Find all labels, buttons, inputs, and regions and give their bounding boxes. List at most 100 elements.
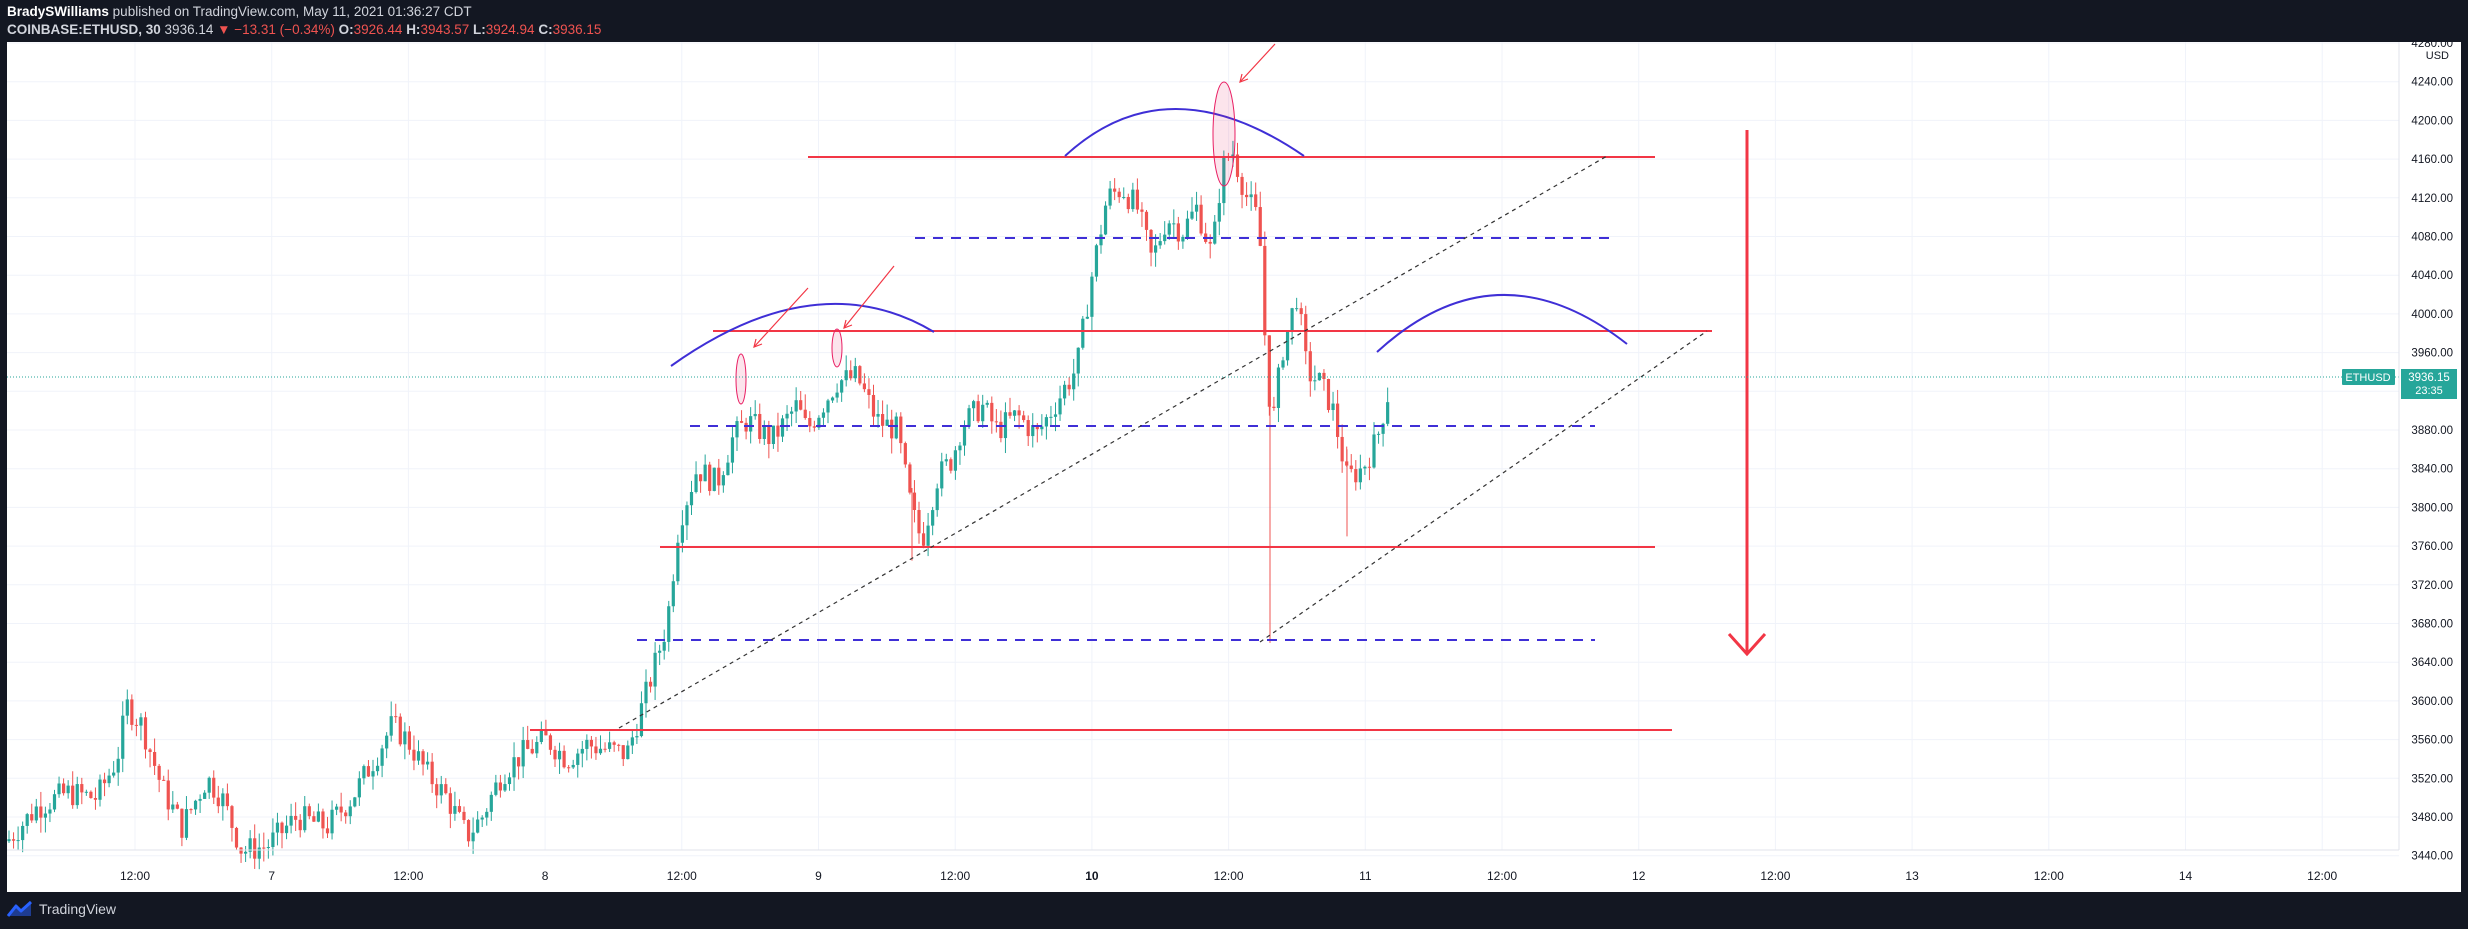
low-value: 3924.94 <box>485 22 535 37</box>
candle-body <box>949 459 953 471</box>
candle-body <box>921 533 926 546</box>
candle-body <box>16 840 20 842</box>
candle-body <box>808 417 812 427</box>
candle-body <box>348 806 352 817</box>
candle-body <box>962 426 967 446</box>
candle-body <box>926 525 930 546</box>
candle-body <box>1103 205 1108 235</box>
time-tick-label: 9 <box>815 869 822 883</box>
candle-body <box>967 408 971 427</box>
price-tick-label: 3800.00 <box>2411 502 2453 514</box>
candle-body <box>553 749 557 760</box>
candle-body <box>1363 466 1367 469</box>
price-tick-label: 3520.00 <box>2411 773 2453 785</box>
price-tick-label: 3600.00 <box>2411 696 2453 708</box>
arc-right[interactable] <box>1376 294 1628 353</box>
time-tick-label: 12 <box>1632 869 1646 883</box>
candle-body <box>844 370 848 381</box>
pointer-arrow-2[interactable] <box>843 265 895 329</box>
time-scale[interactable]: 12:00 7 12:00 8 12:00 9 12:00 10 12:00 11 12:00 12 1… <box>7 849 2399 883</box>
candle-body <box>48 809 52 814</box>
candle-body <box>1167 223 1171 235</box>
candle-body <box>721 475 725 486</box>
candle-body <box>512 757 516 778</box>
candle-body <box>253 838 257 859</box>
chart-area[interactable]: USD 4280.00 4240.00 4200.00 4160.00 4120.00 4… <box>7 38 2461 892</box>
channel-line-lower[interactable] <box>1259 330 1708 643</box>
candle-body <box>630 737 634 746</box>
time-tick-label: 12:00 <box>1214 869 1244 883</box>
candle-body <box>680 525 684 543</box>
candle-body <box>1317 372 1321 381</box>
candle-body <box>1154 245 1158 253</box>
big-down-arrow[interactable] <box>1727 130 1767 657</box>
arc-left[interactable] <box>670 302 935 367</box>
candle-body <box>999 421 1003 439</box>
candle-body <box>507 777 512 785</box>
candle-body <box>712 467 716 491</box>
author-name[interactable]: BradySWilliams <box>7 4 109 19</box>
candle-body <box>116 758 120 773</box>
candle-body <box>958 445 962 451</box>
time-tick-label: 12:00 <box>667 869 697 883</box>
countdown-label: 23:35 <box>2415 385 2443 397</box>
candle-body <box>221 793 225 807</box>
price-scale[interactable]: USD 4280.00 4240.00 4200.00 4160.00 4120.00 4… <box>2398 38 2461 863</box>
arc-top[interactable] <box>1064 108 1305 157</box>
price-tick-label: 3720.00 <box>2411 580 2453 592</box>
candle-body <box>762 425 766 439</box>
candle-body <box>739 421 744 423</box>
candle-body <box>858 366 862 384</box>
pointer-arrow-1[interactable] <box>753 287 809 348</box>
low-label: L: <box>473 22 486 37</box>
candle-body <box>1367 466 1372 468</box>
candlestick-series <box>7 140 1390 870</box>
candle-body <box>817 417 821 428</box>
candle-body <box>790 411 794 414</box>
candle-body <box>912 492 917 510</box>
candle-body <box>412 749 416 761</box>
candle-body <box>357 778 361 798</box>
candle-body <box>43 813 47 818</box>
candle-body <box>699 474 703 482</box>
channel-line-upper[interactable] <box>618 155 1608 729</box>
price-chart[interactable]: USD 4280.00 4240.00 4200.00 4160.00 4120.00 4… <box>7 38 2461 892</box>
candle-body <box>617 744 621 746</box>
candle-body <box>121 715 125 759</box>
candle-body <box>940 461 944 489</box>
price-tick-label: 3440.00 <box>2411 851 2453 863</box>
candle-body <box>1053 414 1058 417</box>
tradingview-logo[interactable]: TradingView <box>7 901 116 917</box>
candle-body <box>1067 384 1071 390</box>
candle-body <box>1267 335 1271 407</box>
candle-body <box>130 699 134 725</box>
candle-body <box>498 782 502 791</box>
candle-body <box>1085 316 1089 319</box>
candle-body <box>1322 372 1326 380</box>
open-label: O: <box>338 22 354 37</box>
candle-body <box>421 751 425 765</box>
candle-body <box>1122 196 1126 198</box>
candle-body <box>676 542 680 582</box>
candle-body <box>576 753 580 765</box>
candle-body <box>98 779 102 800</box>
price-tick-label: 4040.00 <box>2411 270 2453 282</box>
candle-body <box>366 766 371 777</box>
highlight-ellipse-1[interactable] <box>735 353 747 405</box>
candle-body <box>1263 245 1267 336</box>
candle-body <box>148 749 152 752</box>
price-tick-label: 4120.00 <box>2411 193 2453 205</box>
symbol-label[interactable]: COINBASE:ETHUSD, 30 <box>7 22 161 37</box>
candle-body <box>1144 211 1149 230</box>
candle-body <box>494 782 498 795</box>
highlight-ellipse-3[interactable] <box>1212 81 1236 187</box>
pointer-arrow-3[interactable] <box>1239 43 1276 83</box>
candle-body <box>1022 415 1026 421</box>
candle-body <box>84 791 88 793</box>
candle-body <box>375 765 380 772</box>
candle-body <box>1140 209 1144 212</box>
candle-body <box>389 716 393 736</box>
candle-body <box>1172 223 1176 225</box>
highlight-ellipse-2[interactable] <box>831 328 843 368</box>
candle-body <box>548 735 553 750</box>
